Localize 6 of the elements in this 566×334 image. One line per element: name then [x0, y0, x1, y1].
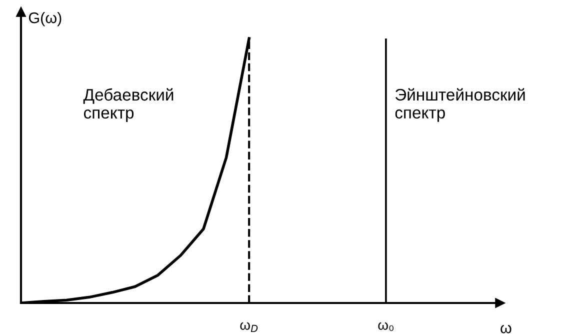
annotation: Эйнштейновский спектр: [395, 88, 525, 122]
x-axis-title: ω: [500, 324, 512, 334]
y-axis-title: G(ω): [28, 12, 62, 26]
x-tick-label: ω$_{D}$: [240, 322, 258, 332]
annotation: Дебаевский спектр: [83, 88, 174, 122]
x-tick-label: ω₀: [378, 322, 394, 331]
